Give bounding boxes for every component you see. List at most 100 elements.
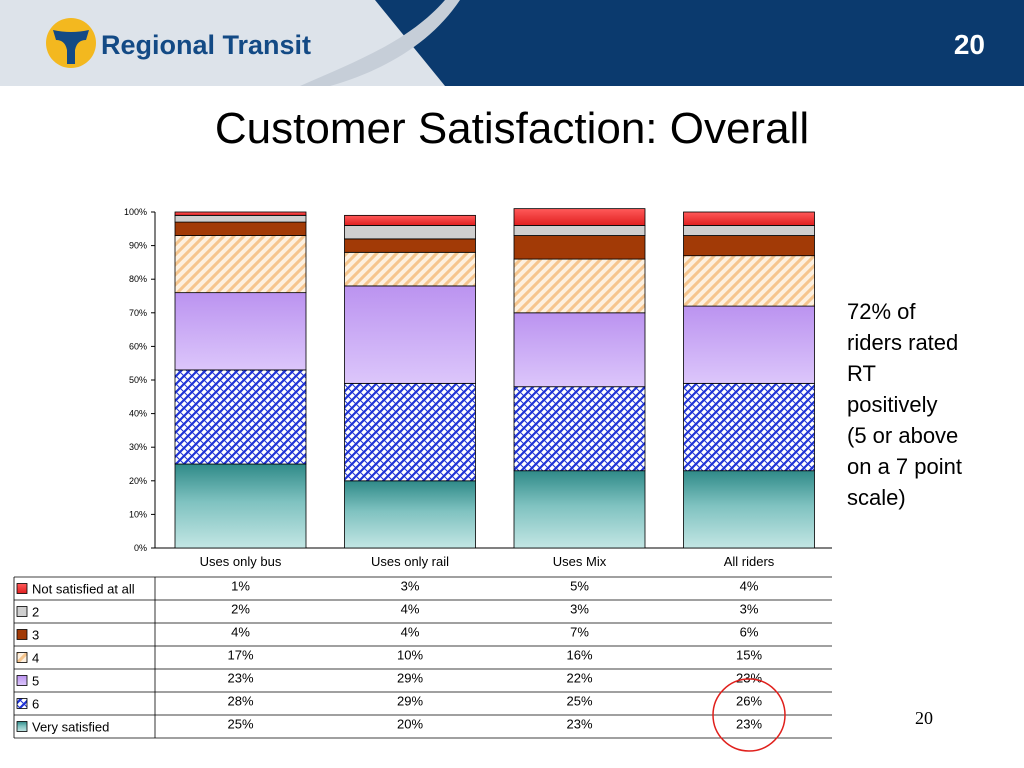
bar-segment (513, 258, 646, 314)
bar-segment (174, 463, 307, 549)
data-label: 3% (401, 579, 420, 594)
y-tick-label: 80% (129, 274, 147, 284)
bar-segment (344, 382, 476, 482)
legend-swatch (16, 629, 28, 640)
data-label: 20% (397, 717, 423, 732)
y-tick-label: 10% (129, 509, 147, 519)
bar-segment (513, 470, 646, 549)
y-tick-label: 50% (129, 375, 147, 385)
legend-label: 4 (32, 651, 39, 666)
legend-swatch (16, 721, 28, 732)
y-tick-label: 40% (129, 409, 147, 419)
data-label: 3% (740, 602, 759, 617)
bar-segment (683, 255, 815, 307)
y-tick-label: 30% (129, 442, 147, 452)
bar-segment (683, 382, 815, 472)
x-tick-label: Uses Mix (553, 554, 607, 569)
y-tick-group: 0% 10% 20% 30% 40% 50% 60% 70% 80% 90% 100% (124, 207, 155, 553)
data-label: 29% (397, 671, 423, 686)
highlight-circle (712, 678, 786, 752)
bar-segment (683, 305, 815, 384)
bar-segment (513, 225, 646, 236)
data-label: 25% (566, 694, 592, 709)
legend-label: 6 (32, 697, 39, 712)
x-tick-label: Uses only bus (200, 554, 282, 569)
data-label: 17% (227, 648, 253, 663)
y-tick-label: 70% (129, 308, 147, 318)
bar-segment (513, 208, 646, 226)
bar-segment (174, 221, 307, 236)
bar-group (174, 208, 815, 549)
legend-swatch (16, 652, 28, 663)
data-label: 23% (736, 671, 762, 686)
bar-segment (683, 235, 815, 257)
data-table: Not satisfied at all 1% 3% 5% 4%2 2% 4% 3% 3%3 4%… (13, 576, 832, 739)
data-label: 4% (401, 625, 420, 640)
data-label: 3% (570, 602, 589, 617)
bar-segment (513, 386, 646, 472)
legend-label: Very satisfied (32, 720, 109, 735)
bar-segment (174, 292, 307, 371)
data-label: 16% (566, 648, 592, 663)
header-curve (300, 0, 460, 86)
x-tick-label: All riders (724, 554, 775, 569)
bar-segment (344, 214, 476, 226)
data-label: 5% (570, 579, 589, 594)
y-tick-label: 90% (129, 241, 147, 251)
slide-number: 20 (954, 29, 985, 60)
legend-swatch (16, 583, 28, 594)
data-label: 23% (566, 717, 592, 732)
header-bar (0, 0, 1024, 86)
bar-segment (174, 214, 307, 223)
legend-label: 2 (32, 605, 39, 620)
bar-segment (344, 285, 476, 384)
x-label-group: Uses only bus Uses only rail Uses Mix All r… (200, 554, 775, 569)
data-label: 4% (740, 579, 759, 594)
bar-segment (513, 235, 646, 260)
regional-transit-logo-icon (46, 18, 96, 68)
bar-segment (344, 238, 476, 253)
data-label: 26% (736, 694, 762, 709)
legend-swatch (16, 606, 28, 617)
data-label: 2% (231, 602, 250, 617)
bar-segment (174, 369, 307, 465)
logo-text: Regional Transit (101, 30, 311, 60)
bar-segment (344, 225, 476, 240)
data-label: 28% (227, 694, 253, 709)
legend-swatch (16, 675, 28, 686)
bar-segment (683, 470, 815, 549)
data-label: 29% (397, 694, 423, 709)
bar-segment (344, 480, 476, 549)
bar-segment (174, 211, 307, 216)
data-label: 7% (570, 625, 589, 640)
legend-label: 3 (32, 628, 39, 643)
bar-segment (174, 235, 307, 294)
slide-title: Customer Satisfaction: Overall (215, 104, 809, 153)
data-label: 22% (566, 671, 592, 686)
data-label: 10% (397, 648, 423, 663)
x-tick-label: Uses only rail (371, 554, 449, 569)
header-blue-band (375, 0, 1024, 86)
bar-segment (513, 312, 646, 388)
legend-label: 5 (32, 674, 39, 689)
data-label: 23% (736, 717, 762, 732)
data-label: 6% (740, 625, 759, 640)
data-label: 15% (736, 648, 762, 663)
legend-swatch (16, 698, 28, 709)
data-label: 23% (227, 671, 253, 686)
data-label: 25% (227, 717, 253, 732)
y-tick-label: 100% (124, 207, 147, 217)
footer-page-number: 20 (915, 708, 933, 728)
y-tick-label: 0% (134, 543, 147, 553)
data-label: 4% (401, 602, 420, 617)
data-label: 4% (231, 625, 250, 640)
callout-text: 72% of riders rated RT positively (5 or … (847, 299, 962, 510)
bar-segment (344, 251, 476, 287)
bar-segment (683, 211, 815, 226)
legend-label: Not satisfied at all (32, 582, 135, 597)
y-tick-label: 20% (129, 476, 147, 486)
y-tick-label: 60% (129, 341, 147, 351)
data-label: 1% (231, 579, 250, 594)
bar-segment (683, 225, 815, 236)
